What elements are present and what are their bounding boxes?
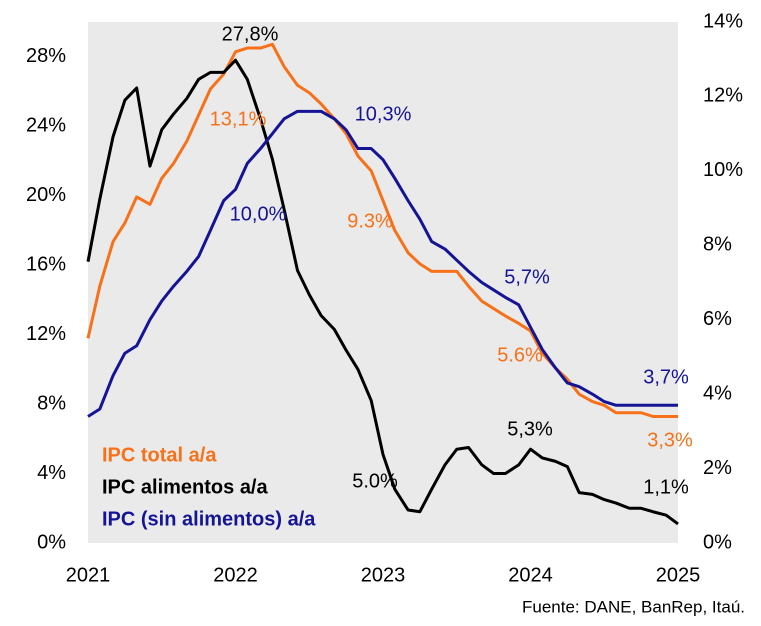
legend-entry: IPC alimentos a/a: [102, 476, 268, 498]
y-tick-label: 12%: [26, 323, 66, 345]
x-tick-label: 2024: [508, 564, 553, 586]
annotation: 13,1%: [210, 108, 267, 130]
x-tick-label: 2021: [66, 564, 111, 586]
x-tick-label: 2022: [213, 564, 258, 586]
annotation: 10,3%: [355, 103, 412, 125]
x-tick-label: 2025: [656, 564, 701, 586]
annotation: 3,7%: [643, 366, 689, 388]
y2-tick-label: 8%: [703, 234, 732, 256]
annotation: 5.0%: [352, 470, 398, 492]
series-line: [86, 42, 678, 418]
annotation: 5,7%: [504, 266, 550, 288]
y2-tick-label: 12%: [703, 85, 743, 107]
y2-tick-label: 14%: [703, 10, 743, 32]
y2-tick-label: 6%: [703, 308, 732, 330]
legend-entry: IPC (sin alimentos) a/a: [102, 508, 316, 530]
source: Fuente: DANE, BanRep, Itaú.: [522, 597, 745, 616]
annotation: 27,8%: [222, 23, 279, 45]
y-tick-label: 4%: [37, 462, 66, 484]
annotation: 1,1%: [643, 476, 689, 498]
y2-tick-label: 4%: [703, 382, 732, 404]
y-tick-label: 24%: [26, 114, 66, 136]
legend-entry: IPC total a/a: [102, 444, 217, 466]
y2-tick-label: 2%: [703, 457, 732, 479]
annotation: 9.3%: [347, 210, 393, 232]
y-tick-label: 0%: [37, 531, 66, 553]
annotation: 10,0%: [230, 203, 287, 225]
y-tick-label: 20%: [26, 184, 66, 206]
series-line: [87, 109, 678, 418]
x-tick-label: 2023: [361, 564, 406, 586]
y-tick-label: 28%: [26, 45, 66, 67]
y2-tick-label: 10%: [703, 159, 743, 181]
annotation: 5.6%: [497, 344, 543, 366]
annotation: 3,3%: [647, 429, 693, 451]
y2-tick-label: 0%: [703, 531, 732, 553]
annotation: 5,3%: [507, 418, 553, 440]
y-tick-label: 16%: [26, 253, 66, 275]
series-line: [86, 58, 679, 526]
y-tick-label: 8%: [37, 392, 66, 414]
